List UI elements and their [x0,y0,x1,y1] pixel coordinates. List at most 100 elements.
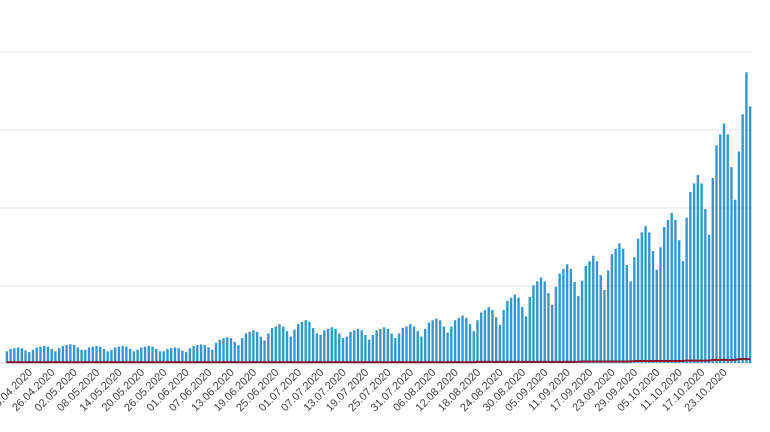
bar [211,349,214,363]
bar [416,331,419,363]
bar [162,351,165,363]
bar [375,330,378,363]
bar [457,317,460,363]
bar [341,338,345,363]
bar [5,351,9,363]
bar [748,106,752,364]
bar [689,191,692,363]
bar [117,346,121,363]
bar [420,336,423,363]
bar [140,347,143,363]
bar [494,317,498,363]
bar [192,345,195,363]
bar [450,326,453,363]
bar [91,346,94,363]
bar [629,281,632,363]
bar [726,134,729,363]
bar [539,277,543,363]
bar [121,345,124,363]
bar [554,286,558,363]
bar [547,293,550,363]
bar [338,333,341,363]
bar [43,345,46,363]
bar [61,345,65,363]
bar [621,248,625,363]
bar [311,328,315,363]
bar [76,347,80,363]
bar [353,330,356,363]
bar [46,346,50,363]
bar [592,255,595,363]
bar [158,351,162,363]
bar [569,268,573,363]
bar [498,324,502,363]
bar [31,349,35,363]
bar [95,345,98,363]
bar [595,261,599,363]
bar [371,335,375,363]
bar [719,134,722,363]
bar [394,338,397,363]
bar [267,333,270,363]
bar [506,300,509,363]
bar [659,247,662,363]
bar [297,324,300,363]
bar [87,347,91,363]
bar [577,296,580,363]
bar [487,307,490,363]
bar [237,345,240,363]
bar [255,331,259,363]
bar [438,320,442,363]
bar [244,333,248,363]
bar [517,297,520,363]
bar [737,151,741,363]
bar [143,346,147,363]
bar [562,268,565,363]
bar [334,328,337,363]
bar [427,322,431,363]
bar [248,331,251,363]
bar [741,114,744,363]
bar [35,347,38,363]
bar [386,328,390,363]
bar [147,345,150,363]
bar [685,217,688,363]
bar [196,345,199,363]
bar [521,307,524,363]
bar [502,310,505,363]
bar [16,347,20,363]
bar [677,240,681,363]
bar [282,326,285,363]
bar [364,335,367,363]
bar [435,318,438,363]
bar [330,327,334,363]
bar [666,219,670,363]
bar [177,348,180,363]
bar [229,338,233,363]
bar [106,351,109,363]
bar [319,335,322,363]
bar [472,331,475,363]
bar [599,275,602,363]
bar [648,232,651,363]
bar [72,345,76,363]
bar [461,315,464,363]
bar [603,289,606,363]
bar [315,333,319,363]
bar [480,312,483,363]
line [6,358,751,364]
bar [412,326,416,363]
bar [39,346,42,363]
bar [166,349,169,363]
bar [9,349,12,363]
bar [711,177,714,363]
bar [468,324,472,363]
bar [707,234,711,363]
bar [607,270,610,363]
bar [704,209,707,363]
bar [188,348,192,363]
bar [610,254,614,363]
bar [214,342,218,363]
bar [700,183,703,363]
